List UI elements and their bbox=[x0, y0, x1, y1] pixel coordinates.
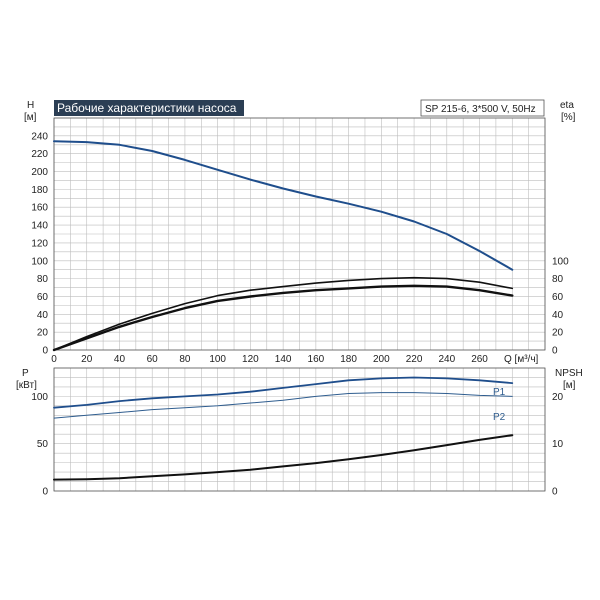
bottom-left-axis-unit: [кВт] bbox=[16, 380, 37, 391]
x-tick-label: 20 bbox=[81, 354, 93, 365]
x-axis-label: Q [м³/ч] bbox=[504, 354, 539, 365]
power-tick-label: 0 bbox=[42, 487, 48, 498]
y-tick-label: 20 bbox=[37, 328, 49, 339]
y-tick-label: 180 bbox=[31, 185, 48, 196]
title-box bbox=[54, 100, 244, 116]
pump-info: SP 215-6, 3*500 V, 50Hz bbox=[425, 104, 536, 115]
eta-tick-label: 100 bbox=[552, 256, 569, 267]
x-tick-label: 200 bbox=[373, 354, 390, 365]
x-tick-label: 140 bbox=[275, 354, 292, 365]
y-tick-label: 80 bbox=[37, 274, 49, 285]
y-tick-label: 40 bbox=[37, 310, 49, 321]
y-tick-label: 160 bbox=[31, 203, 48, 214]
y-tick-label: 140 bbox=[31, 221, 48, 232]
eta-tick-label: 40 bbox=[552, 310, 564, 321]
x-tick-label: 40 bbox=[114, 354, 126, 365]
efficiency-curve bbox=[52, 284, 514, 352]
top-frame bbox=[53, 117, 546, 351]
info-box bbox=[420, 99, 545, 117]
x-tick-label: 260 bbox=[471, 354, 488, 365]
top-right-axis-unit: [%] bbox=[561, 112, 576, 123]
bottom-right-axis-label: NPSH bbox=[555, 368, 583, 379]
eta-tick-label: 60 bbox=[552, 292, 564, 303]
efficiency-curve bbox=[53, 276, 514, 351]
y-tick-label: 0 bbox=[42, 346, 48, 357]
eta-tick-label: 0 bbox=[552, 346, 558, 357]
y-tick-label: 240 bbox=[31, 131, 48, 142]
npsh-tick-label: 10 bbox=[552, 439, 564, 450]
x-tick-label: 60 bbox=[147, 354, 159, 365]
x-tick-label: 160 bbox=[308, 354, 325, 365]
npsh-tick-label: 0 bbox=[552, 487, 558, 498]
chart-title: Рабочие характеристики насоса bbox=[57, 101, 237, 115]
x-tick-label: 180 bbox=[340, 354, 357, 365]
npsh-tick-label: 20 bbox=[552, 392, 564, 403]
npsh-curve bbox=[53, 434, 514, 481]
y-tick-label: 60 bbox=[37, 292, 49, 303]
top-panel: 0204060801001201401601802002202400204060… bbox=[31, 117, 569, 365]
head-curve bbox=[53, 140, 514, 271]
bottom-left-axis-label: P bbox=[22, 368, 29, 379]
x-tick-label: 240 bbox=[438, 354, 455, 365]
x-tick-label: 220 bbox=[406, 354, 423, 365]
power-tick-label: 100 bbox=[31, 392, 48, 403]
y-tick-label: 120 bbox=[31, 238, 48, 249]
eta-tick-label: 20 bbox=[552, 328, 564, 339]
eta-tick-label: 80 bbox=[552, 274, 564, 285]
x-tick-label: 80 bbox=[179, 354, 191, 365]
y-tick-label: 220 bbox=[31, 149, 48, 160]
top-left-axis-unit: [м] bbox=[24, 112, 37, 123]
x-tick-label: 100 bbox=[209, 354, 226, 365]
series-label-p1: P1 bbox=[493, 387, 506, 398]
y-tick-label: 200 bbox=[31, 167, 48, 178]
x-tick-label: 120 bbox=[242, 354, 259, 365]
top-right-axis-label: eta bbox=[560, 100, 574, 111]
x-tick-label: 0 bbox=[51, 354, 57, 365]
series-label-p2: P2 bbox=[493, 412, 506, 423]
power-tick-label: 50 bbox=[37, 439, 49, 450]
bottom-panel: 0 50 100 0 10 20 bbox=[31, 367, 564, 498]
top-left-axis-label: H bbox=[27, 100, 34, 111]
bottom-frame bbox=[53, 367, 546, 492]
bottom-right-axis-unit: [м] bbox=[563, 380, 576, 391]
y-tick-label: 100 bbox=[31, 256, 48, 267]
power-p1-curve bbox=[53, 376, 514, 409]
power-p2-curve bbox=[53, 392, 513, 419]
